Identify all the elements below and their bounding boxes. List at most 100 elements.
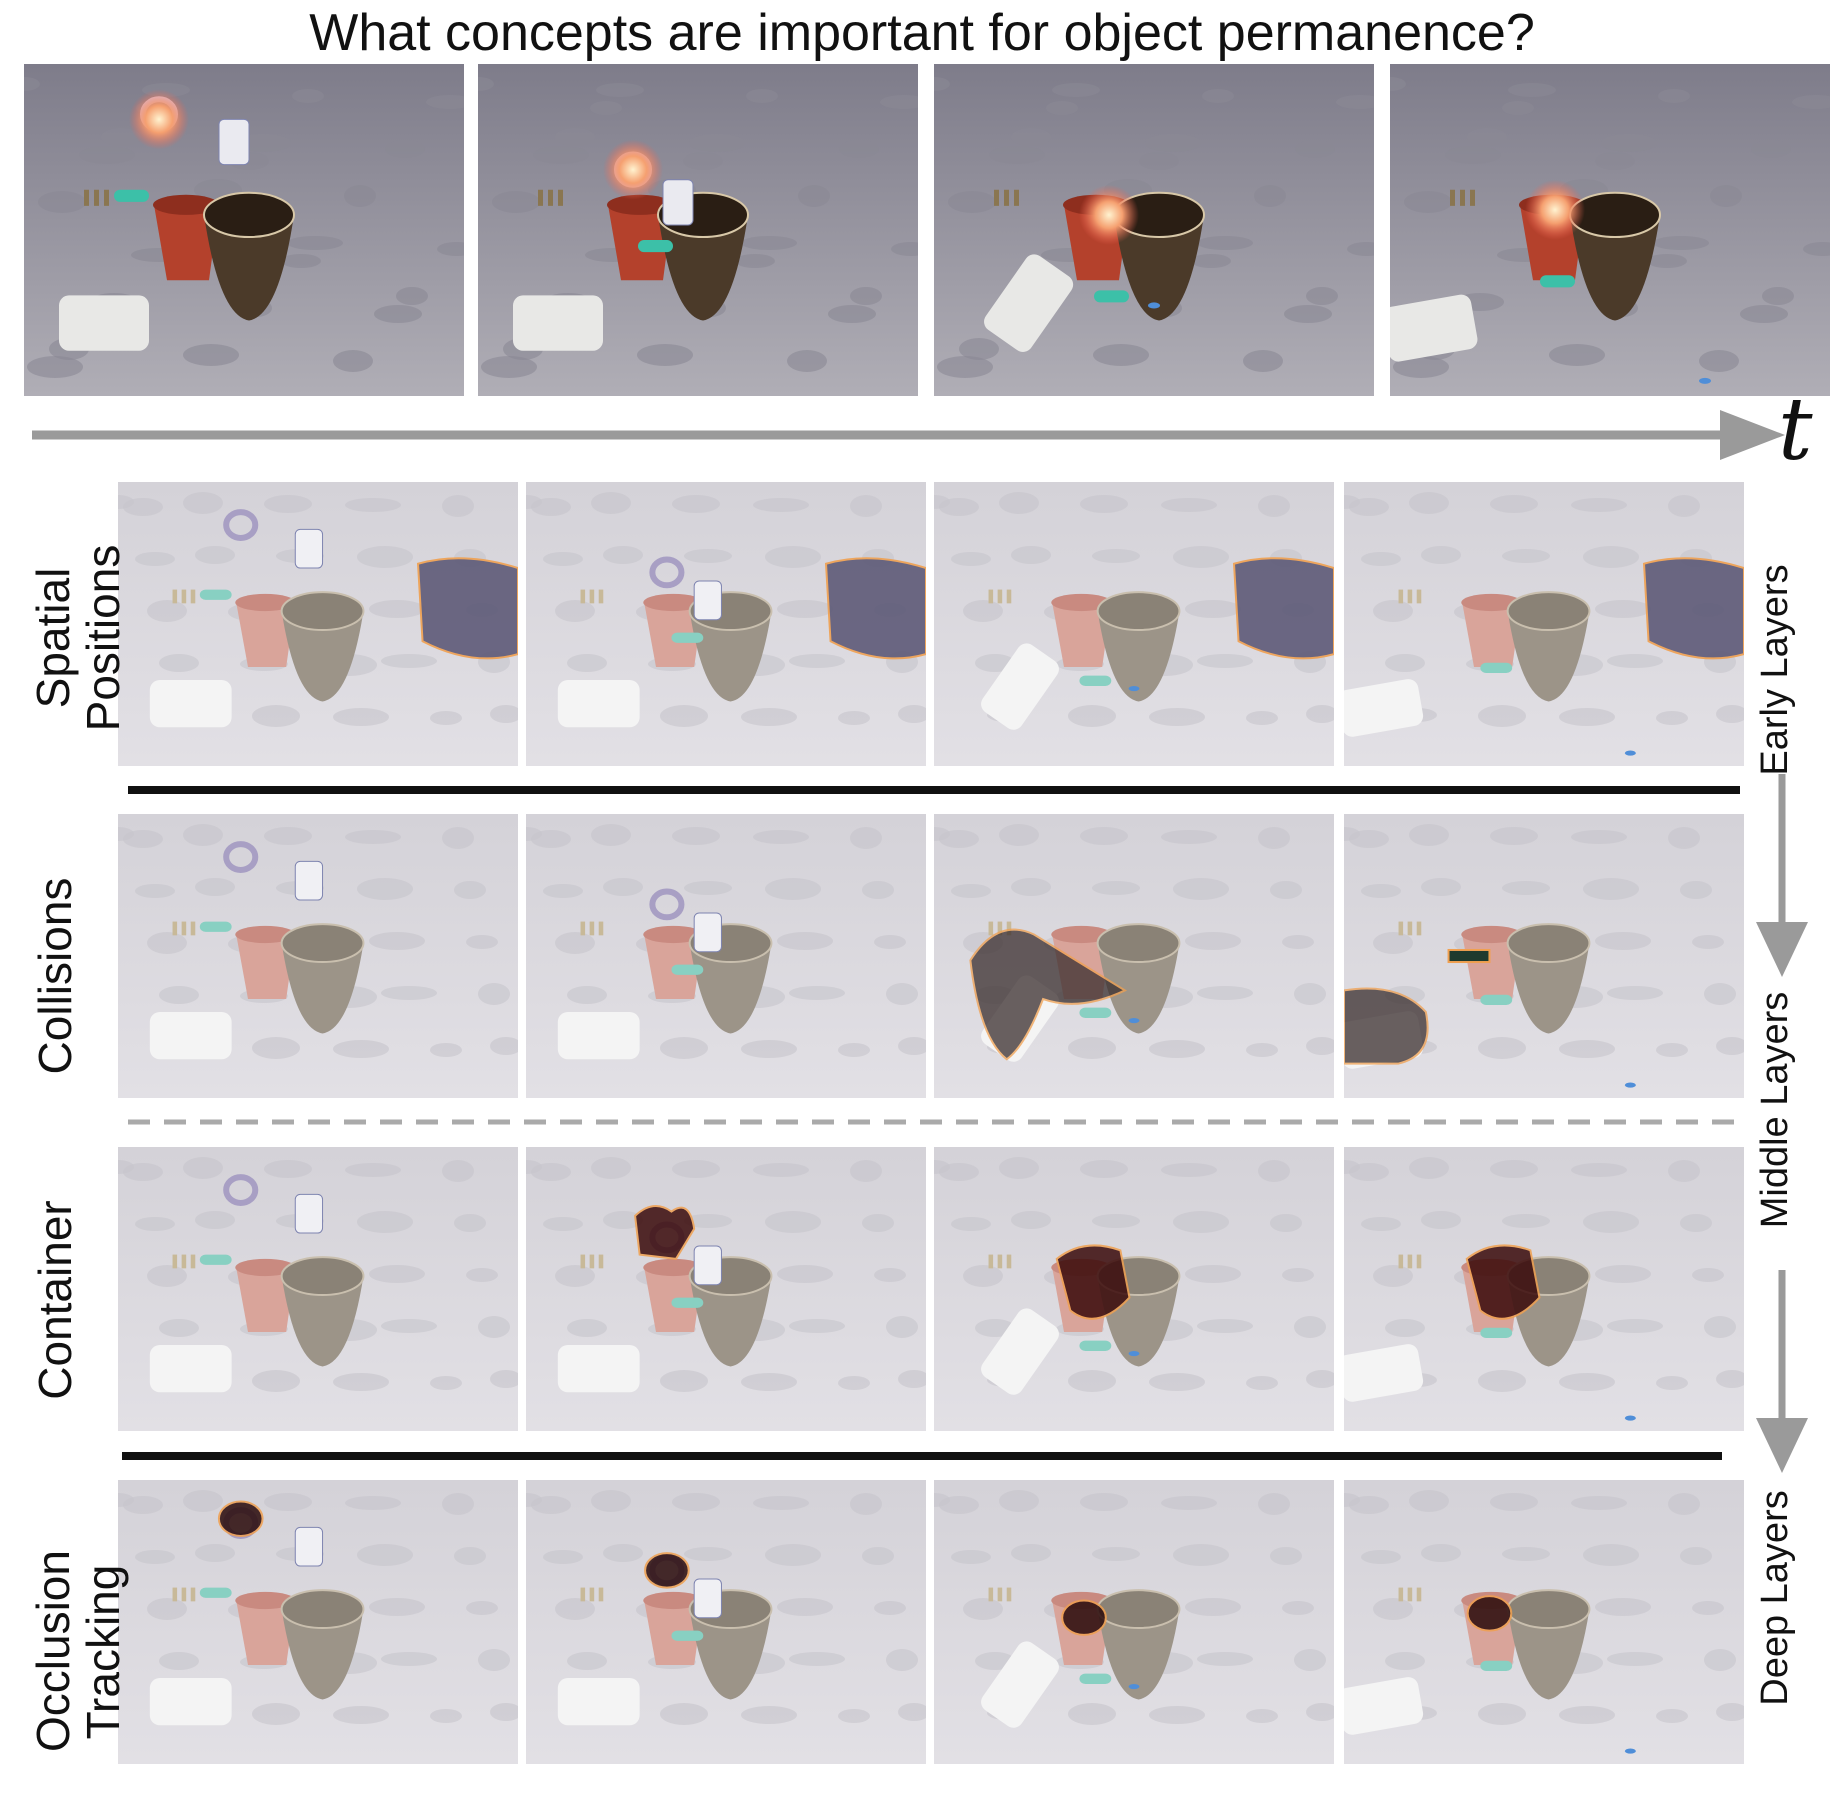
separator-middle-dashed [128, 1119, 1740, 1125]
red-basket [1462, 602, 1522, 668]
brown-bucket [1507, 943, 1590, 1034]
white-tray [1344, 1677, 1424, 1735]
teal-shoe [199, 589, 232, 600]
concept-frame-container-1 [526, 1147, 926, 1431]
white-tray [1344, 1344, 1424, 1402]
highlight-region [1344, 987, 1429, 1065]
brown-bucket [1097, 611, 1180, 702]
white-tray [984, 254, 1074, 352]
layer-arrow-1 [1756, 774, 1808, 977]
concept-frame-spatial-2 [934, 482, 1334, 766]
pill-bottle [294, 860, 324, 901]
blue-object [1699, 377, 1711, 384]
teal-shoe [638, 240, 673, 253]
white-tray [1344, 679, 1424, 737]
separator-middle-deep [122, 1452, 1722, 1460]
highlight-region [1465, 1244, 1541, 1320]
highlight-region [217, 1500, 264, 1537]
teal-shoe [1480, 994, 1513, 1006]
highlight-region [1055, 1244, 1131, 1320]
teal-shoe [1540, 275, 1575, 288]
ring [223, 1174, 259, 1206]
red-basket [236, 1600, 296, 1666]
brown-bucket [689, 943, 772, 1034]
blue-object [1128, 1683, 1140, 1690]
white-tray [557, 1344, 640, 1393]
teal-shoe [1094, 290, 1129, 303]
white-tray [981, 1308, 1059, 1395]
row-label-spatial: Spatial Positions [27, 488, 129, 788]
concept-frame-occlusion-0 [118, 1480, 518, 1764]
teal-shoe [1079, 1007, 1112, 1018]
concept-frame-container-2 [934, 1147, 1334, 1431]
pill-bottle [662, 179, 694, 226]
white-tray [149, 1344, 232, 1393]
row-label-collisions: Collisions [29, 877, 81, 1075]
highlight-region [969, 928, 1128, 1061]
white-tray [981, 643, 1059, 730]
concept-frame-container-0 [118, 1147, 518, 1431]
teal-shoe [1079, 1340, 1112, 1351]
pill-bottle [294, 528, 324, 569]
teal-shoe [114, 189, 149, 202]
blue-object [1624, 1748, 1636, 1754]
blue-object [1624, 750, 1636, 756]
teal-shoe [671, 632, 704, 643]
concept-frame-spatial-0 [118, 482, 518, 766]
brown-bucket [1507, 1609, 1590, 1700]
red-basket [236, 1267, 296, 1333]
white-tray [557, 1677, 640, 1726]
white-tray [149, 679, 232, 728]
teal-shoe [1480, 1327, 1513, 1339]
brown-bucket [281, 1609, 364, 1700]
highlight-region [634, 1205, 696, 1260]
brown-bucket [281, 611, 364, 702]
white-tray [149, 1677, 232, 1726]
blue-object [1128, 685, 1140, 692]
red-basket [154, 204, 219, 281]
highlight-region [1642, 557, 1744, 660]
white-tray [513, 295, 603, 351]
teal-shoe [671, 1630, 704, 1641]
top-frame-3 [1390, 64, 1830, 396]
ring [223, 841, 259, 873]
white-tray [149, 1011, 232, 1060]
concept-frame-occlusion-1 [526, 1480, 926, 1764]
brown-bucket [281, 1276, 364, 1367]
ring [649, 888, 685, 921]
red-basket [236, 934, 296, 1000]
separator-early-middle [128, 786, 1740, 794]
brown-bucket [689, 611, 772, 702]
pill-bottle [693, 580, 722, 621]
teal-shoe [199, 1587, 232, 1598]
pill-bottle [693, 1578, 722, 1619]
brown-bucket [689, 1276, 772, 1367]
pill-bottle [218, 118, 250, 166]
teal-shoe [1480, 662, 1513, 674]
page-title: What concepts are important for object p… [309, 4, 1535, 62]
brown-bucket [1114, 214, 1204, 321]
brown-bucket [1507, 611, 1590, 702]
layer-label-early: Early Layers [1754, 564, 1796, 776]
brown-bucket [1097, 943, 1180, 1034]
top-frame-1 [478, 64, 918, 396]
pill-bottle [294, 1526, 324, 1567]
top-frame-2 [934, 64, 1374, 396]
highlight-region [1466, 1595, 1513, 1632]
red-basket [236, 602, 296, 668]
white-tray [1390, 294, 1478, 362]
teal-shoe [1480, 1660, 1513, 1672]
heatmap-glow [129, 89, 189, 150]
white-tray [557, 1011, 640, 1060]
teal-shoe [199, 921, 232, 932]
teal-shoe [671, 1297, 704, 1308]
row-label-text: Occlusion Tracking [27, 1550, 129, 1752]
layer-label-middle: Middle Layers [1754, 991, 1796, 1229]
ring [223, 509, 259, 541]
layer-arrow-2 [1756, 1270, 1808, 1473]
blue-object [1624, 1082, 1636, 1088]
concept-frame-collision-0 [118, 814, 518, 1098]
pill-bottle [294, 1193, 324, 1234]
brown-bucket [1570, 214, 1660, 321]
white-tray [557, 679, 640, 728]
